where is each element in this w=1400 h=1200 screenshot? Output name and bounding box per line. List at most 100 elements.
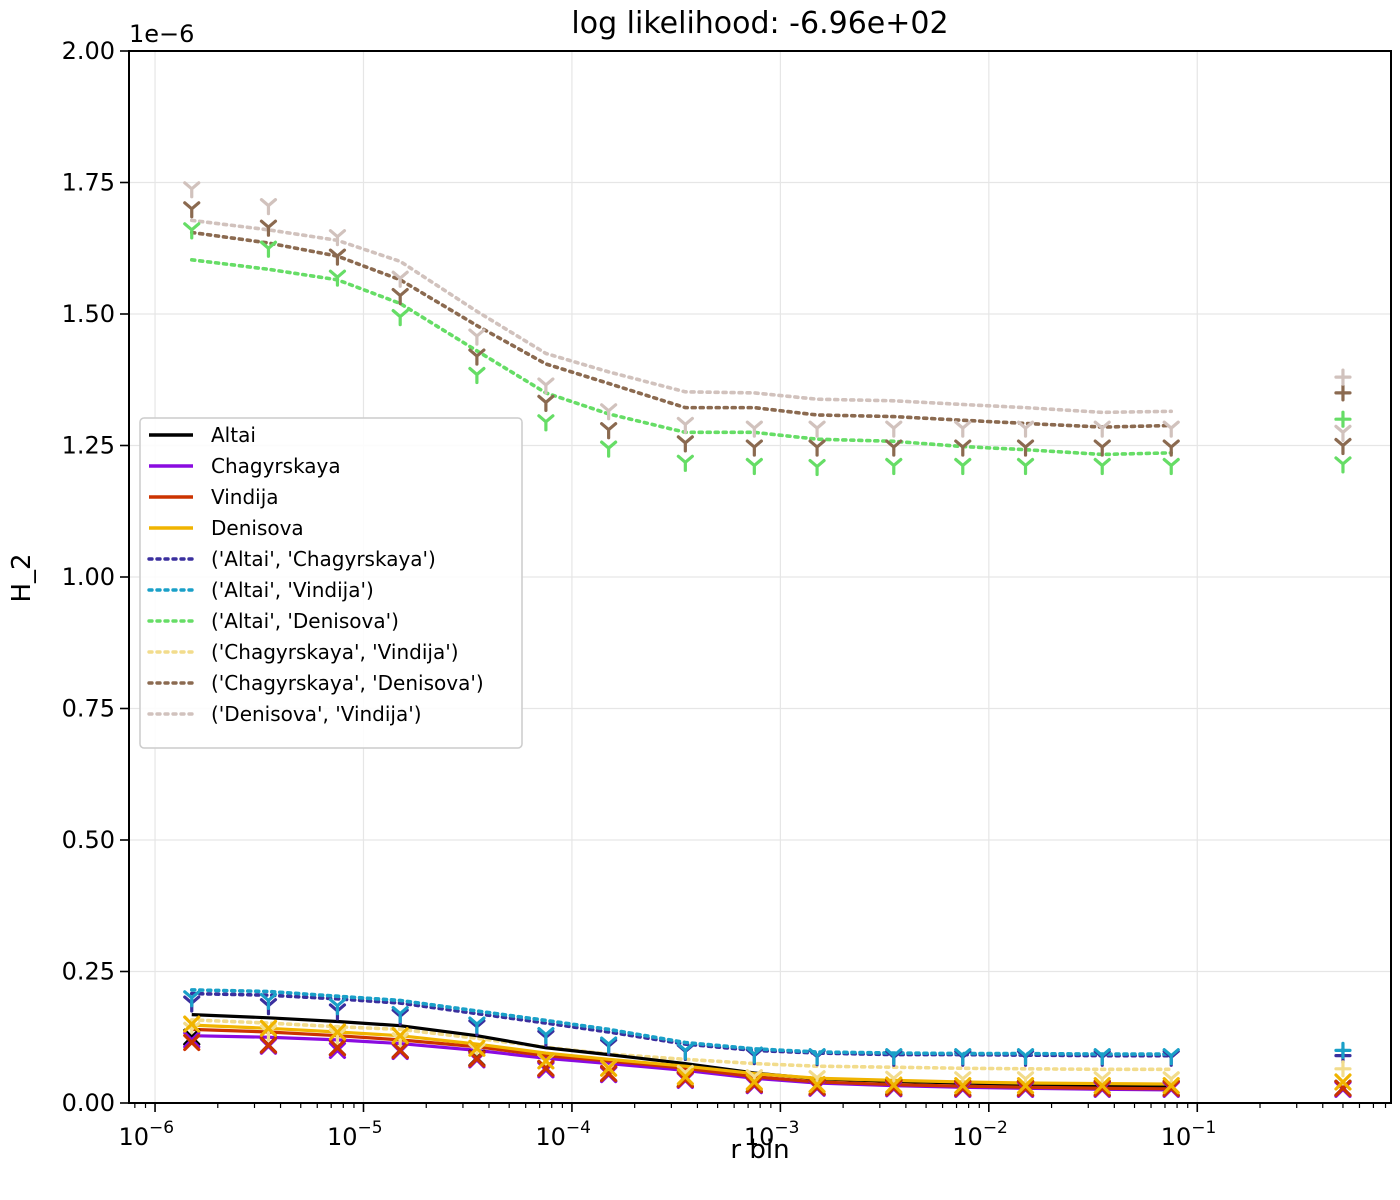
data-point-tri-marker [1334,437,1352,456]
data-point-tri-marker [391,270,409,288]
data-point-x-marker [808,1075,826,1094]
data-point-x-marker [1334,1073,1352,1091]
data-point-x-marker [808,1078,826,1096]
chart-title: log likelihood: -6.96e+02 [571,6,948,41]
data-point-tri-marker [676,454,694,472]
data-point-tri-marker [183,201,201,219]
data-point-tri-marker [1334,456,1352,474]
data-point-tri-marker [1162,457,1180,476]
data-point-tri-marker [954,457,972,476]
data-point-tri-marker [1162,420,1180,438]
legend-label: ('Altai', 'Chagyrskaya') [211,547,436,571]
data-point-tri-marker [600,1036,618,1054]
data-point-x-marker [745,1073,763,1091]
y-tick-label: 0.25 [62,958,115,986]
series-markers [183,181,1352,1098]
data-point-tri-marker [885,457,903,476]
data-point-x-marker [468,1039,486,1057]
data-point-x-marker [1093,1079,1111,1097]
legend-label: ('Altai', 'Vindija') [211,578,374,602]
data-point-x-marker [745,1075,763,1094]
data-point-tri-marker [1093,420,1111,438]
legend-label: Chagyrskaya [211,454,341,478]
data-point-plus-marker [1334,1041,1352,1059]
data-point-x-marker [1162,1079,1180,1097]
data-point-tri-marker [745,420,763,438]
data-point-x-marker [676,1070,694,1088]
data-point-tri-marker [468,348,486,366]
data-point-tri-marker [808,458,826,477]
x-tick-label: 10 [744,1123,775,1151]
data-point-tri-marker [183,222,201,240]
y-tick-label: 1.50 [62,300,115,328]
data-point-x-marker [954,1077,972,1095]
data-point-x-marker [183,1031,201,1049]
x-tick-label-exponent: −5 [357,1118,382,1138]
data-point-tri-marker [600,440,618,458]
data-point-tri-marker [600,403,618,421]
series-line [189,218,1174,415]
data-point-tri-marker [468,366,486,385]
data-point-tri-marker [328,248,347,266]
data-point-tri-marker [885,420,903,438]
x-tick-label-exponent: −4 [566,1118,591,1138]
data-point-tri-marker [676,416,694,435]
data-point-tri-marker [259,219,278,237]
data-point-tri-marker [1093,1048,1111,1066]
x-tick-label-exponent: −3 [774,1118,799,1138]
legend: Altai Chagyrskaya Vindija Denisova ('Altai',… [139,417,523,749]
legend-label: ('Chagyrskaya', 'Denisova') [211,671,484,695]
data-point-tri-marker [1016,457,1035,476]
data-point-tri-marker [885,439,903,457]
data-point-tri-marker [328,998,347,1016]
data-point-tri-marker [808,439,826,457]
legend-label: ('Chagyrskaya', 'Vindija') [211,640,459,664]
data-point-x-marker [1162,1077,1180,1095]
data-point-x-marker [391,1027,409,1045]
data-point-x-marker [391,1041,409,1059]
series-line [191,1027,1172,1091]
x-tick-label: 10 [1161,1123,1192,1151]
data-point-tri-marker [537,1027,555,1045]
data-point-tri-marker [954,439,972,457]
series-line [189,988,1174,1056]
x-tick-label: 10 [952,1123,983,1151]
data-point-tri-marker [391,309,409,327]
y-tick-label: 0.00 [62,1089,115,1117]
y-tick-label: 1.75 [62,169,115,197]
series-lines [189,218,1174,1092]
data-point-x-marker [537,1052,555,1070]
data-point-x-marker [1016,1079,1035,1097]
data-point-tri-marker [676,1042,694,1060]
legend-label: Denisova [211,516,304,540]
data-point-x-marker [328,1039,347,1057]
data-point-tri-marker [259,992,278,1011]
data-point-x-marker [954,1079,972,1097]
data-point-tri-marker [600,422,618,440]
data-point-tri-marker [1334,424,1352,442]
data-point-x-marker [183,1015,201,1033]
data-point-plus-marker [1334,1060,1352,1078]
x-tick-label: 10 [327,1123,358,1151]
data-point-x-marker [259,1019,278,1037]
y-tick-label: 2.00 [62,37,115,65]
y-axis: 0.00 0.25 0.50 0.75 1.00 1.25 1.50 1.75 2.00 [62,37,129,1117]
x-axis-label: r bin [730,1135,789,1165]
y-tick-label: 0.75 [62,695,115,723]
data-point-tri-marker [183,181,201,199]
data-point-tri-marker [808,1048,826,1066]
data-point-tri-marker [954,420,972,438]
data-point-tri-marker [1162,1048,1180,1066]
data-point-tri-marker [745,439,763,457]
data-point-x-marker [676,1068,694,1086]
data-point-tri-marker [328,229,347,247]
y-tick-label: 1.00 [62,563,115,591]
data-point-plus-marker [1334,410,1352,428]
data-point-tri-marker [259,198,278,216]
data-point-plus-marker [1334,384,1352,402]
data-point-x-marker [600,1059,618,1077]
data-point-tri-marker [1016,439,1035,457]
x-tick-label-exponent: −2 [983,1118,1008,1138]
x-axis: 10 −6 10 −5 10 −4 10 −3 10 −2 10 −1 [118,1103,1387,1151]
x-tick-label-exponent: −6 [149,1118,174,1138]
